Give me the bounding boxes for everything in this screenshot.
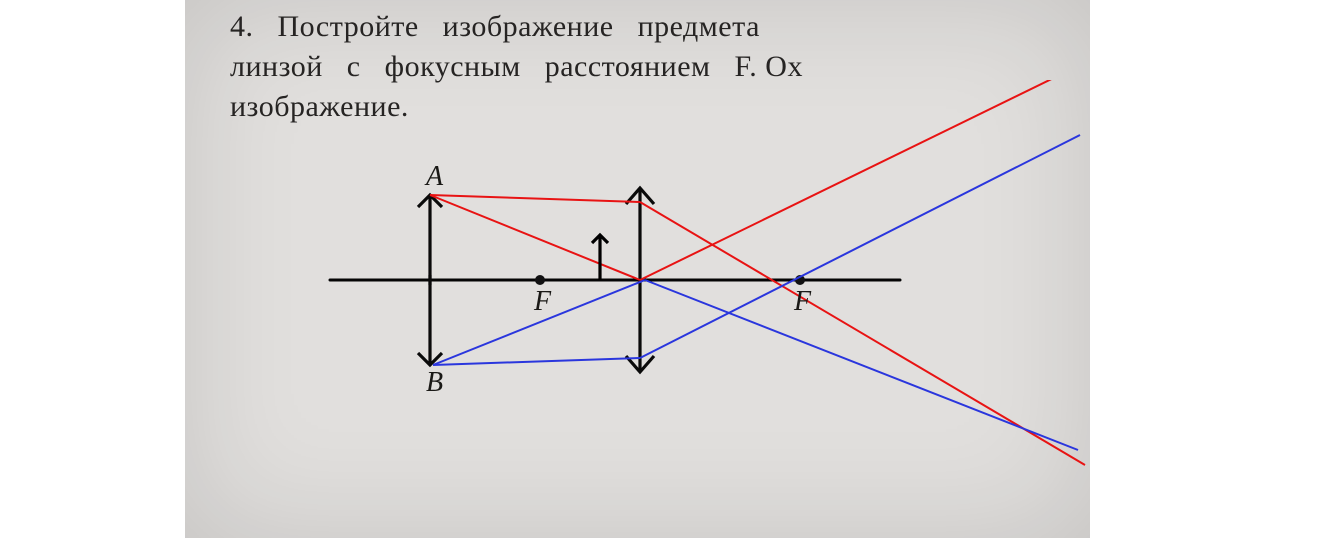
focus-left-dot bbox=[535, 275, 545, 285]
ray-blue-1 bbox=[640, 135, 1080, 358]
ray-blue-3 bbox=[645, 280, 1078, 450]
focus-left-label: F bbox=[534, 286, 551, 318]
ray-blue-0 bbox=[433, 358, 640, 365]
question-line-2: линзой с фокусным расстоянием F. Ох bbox=[230, 50, 803, 84]
object-top-label: A bbox=[426, 161, 443, 193]
ray-red-0 bbox=[430, 195, 640, 202]
object-bottom-label: B bbox=[426, 367, 443, 399]
question-line-1: 4. Постройте изображение предмета bbox=[230, 10, 760, 44]
optics-ray-diagram-svg bbox=[240, 80, 1120, 500]
focus-right-label: F bbox=[794, 286, 811, 318]
ray-red-2 bbox=[430, 195, 640, 280]
optics-ray-diagram: A B F F bbox=[240, 80, 1120, 500]
